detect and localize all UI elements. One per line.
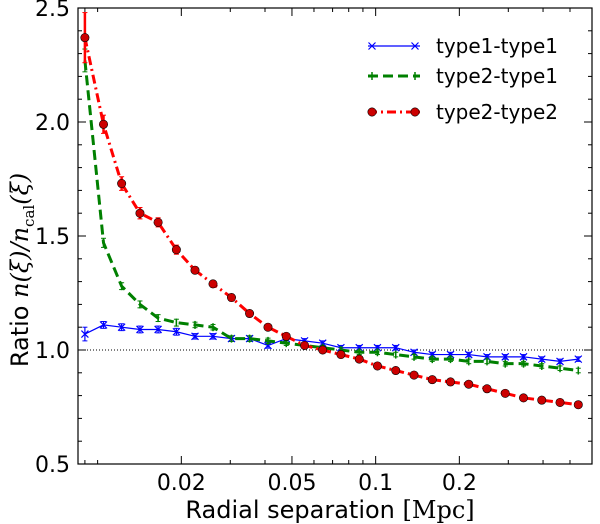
x-axis-label-text: Radial separation	[185, 496, 402, 524]
legend-entry-type1-type1: type1-type1	[368, 34, 558, 58]
y-axis-label-subscript: cal	[20, 205, 38, 227]
plot-content	[78, 12, 592, 410]
data-point	[372, 361, 382, 371]
data-point	[172, 327, 181, 336]
data-point	[354, 354, 364, 364]
data-point	[391, 343, 400, 352]
data-point	[537, 395, 547, 405]
x-axis-label: Radial separation [Mpc]	[185, 496, 474, 524]
data-point	[318, 345, 328, 355]
x-tick-label: 0.05	[267, 471, 316, 496]
data-point	[135, 208, 145, 218]
legend-marker	[368, 42, 376, 50]
data-point	[80, 33, 90, 43]
series-type2-type2	[80, 12, 583, 410]
x-tick-label: 0.02	[157, 471, 206, 496]
data-point	[99, 320, 108, 329]
y-tick-label: 2.5	[35, 0, 70, 22]
data-point	[300, 340, 310, 350]
legend-entry-type2-type2: type2-type2	[367, 100, 558, 124]
data-point	[209, 332, 217, 341]
data-point	[117, 323, 126, 332]
y-axis-label-text: Ratio	[6, 298, 34, 367]
legend: type1-type1 type2-type1 type2-type2	[367, 34, 558, 124]
data-point	[208, 279, 218, 289]
legend-marker	[411, 42, 419, 50]
y-tick-label: 1.5	[35, 225, 70, 250]
data-point	[409, 370, 419, 380]
x-tick-label: 0.2	[442, 471, 477, 496]
y-axis-label-suffix: (ξ)	[6, 173, 34, 205]
data-point	[573, 400, 583, 410]
legend-label: type2-type2	[436, 100, 558, 124]
data-point	[281, 331, 291, 341]
data-point	[336, 350, 346, 360]
legend-label: type2-type1	[436, 64, 558, 88]
axis-ticks: 0.5 1.0 1.5 2.0 2.5 0.02 0.05 0.1 0.2	[35, 0, 592, 496]
y-tick-label: 2.0	[35, 111, 70, 136]
data-point	[264, 341, 272, 350]
data-point	[464, 379, 474, 389]
y-axis-label-math: n(ξ)/n	[6, 227, 34, 298]
y-tick-label: 1.0	[35, 339, 70, 364]
data-point	[153, 217, 163, 227]
y-tick-label: 0.5	[35, 453, 70, 478]
data-point	[154, 325, 163, 334]
data-point	[501, 352, 510, 361]
data-point	[117, 179, 127, 189]
data-point	[99, 119, 109, 129]
legend-label: type1-type1	[436, 34, 558, 58]
x-axis-label-unit: [Mpc]	[403, 496, 475, 524]
data-point	[500, 388, 510, 398]
data-point	[136, 325, 144, 334]
legend-marker	[367, 107, 377, 117]
data-point	[555, 397, 565, 407]
y-axis-label: Ratio n(ξ)/ncal(ξ)	[6, 173, 38, 367]
data-point	[537, 355, 546, 364]
data-point	[80, 330, 89, 338]
data-point	[427, 375, 437, 385]
series-line-type2-type2	[83, 37, 579, 407]
data-point	[519, 352, 528, 361]
data-point	[171, 245, 181, 255]
data-point	[556, 357, 564, 366]
data-point	[190, 265, 200, 275]
series-line-type2-type1	[83, 60, 579, 373]
data-point	[391, 366, 401, 376]
legend-marker	[410, 107, 420, 117]
data-point	[263, 322, 273, 332]
data-point	[191, 332, 199, 341]
data-point	[226, 293, 236, 303]
data-point	[446, 377, 456, 387]
x-tick-label: 0.1	[358, 471, 393, 496]
series-type1-type1	[80, 320, 583, 366]
data-point	[482, 384, 492, 394]
legend-entry-type2-type1: type2-type1	[368, 64, 558, 88]
data-point	[574, 355, 583, 364]
series-line-type1-type1	[84, 324, 579, 363]
data-point	[464, 350, 473, 359]
data-point	[519, 393, 529, 403]
data-point	[245, 309, 255, 319]
